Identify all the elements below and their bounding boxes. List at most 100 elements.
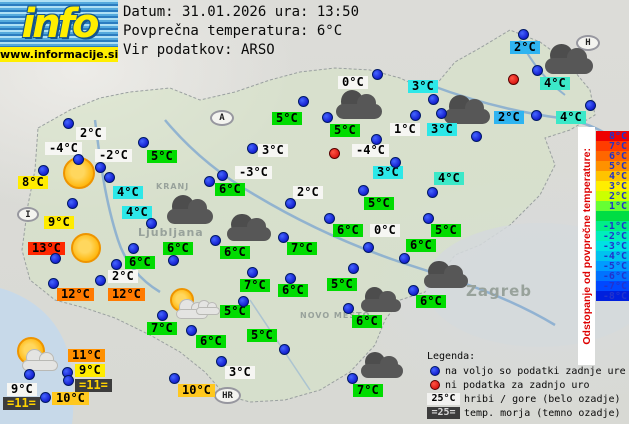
station-temp-label: 9°C [44, 216, 74, 229]
station-dot-blue [298, 96, 309, 107]
station-temp-label: -4°C [45, 142, 82, 155]
country-sign: I [17, 207, 39, 222]
station-temp-label: 3°C [408, 80, 438, 93]
legend-item: =25= temp. morja (temno ozadje) [427, 406, 626, 420]
legend-title: Legenda: [427, 351, 476, 362]
station-dot-blue [95, 275, 106, 286]
scale-band: 2°C [596, 191, 629, 202]
station-dot-blue [186, 325, 197, 336]
station-temp-label: 6°C [163, 242, 193, 255]
station-temp-label: 3°C [225, 366, 255, 379]
cloud-icon [22, 349, 58, 371]
station-dot-blue [169, 373, 180, 384]
scale-band: -1°C [596, 221, 629, 232]
station-dot-blue [168, 255, 179, 266]
station-temp-label: 5°C [220, 305, 250, 318]
station-dot-blue [38, 165, 49, 176]
station-temp-label: 0°C [338, 76, 368, 89]
station-temp-label: 4°C [540, 77, 570, 90]
station-dot-blue [50, 253, 61, 264]
cloud-icon [167, 195, 213, 224]
station-temp-label: 5°C [431, 224, 461, 237]
station-temp-label: 5°C [272, 112, 302, 125]
station-temp-label: 7°C [353, 384, 383, 397]
scale-title-strip: Odstopanje od povprečne temperature: [578, 127, 595, 365]
station-dot-blue [238, 296, 249, 307]
station-temp-label: 12°C [108, 288, 145, 301]
station-dot-blue [427, 187, 438, 198]
logo-background: info [0, 0, 118, 47]
station-temp-label: -3°C [235, 166, 272, 179]
station-dot-blue [63, 118, 74, 129]
scale-band: -6°C [596, 271, 629, 282]
station-temp-label: 7°C [147, 322, 177, 335]
legend-item: na voljo so podatki zadnje ure [427, 364, 626, 378]
cloud-icon [444, 95, 490, 124]
station-temp-label: 1°C [390, 123, 420, 136]
station-temp-label: 5°C [327, 278, 357, 291]
station-dot-blue [138, 137, 149, 148]
station-temp-label: 10°C [52, 392, 89, 405]
station-temp-label: 5°C [147, 150, 177, 163]
station-dot-blue [128, 243, 139, 254]
station-dot-blue [104, 172, 115, 183]
cloud-icon [361, 352, 403, 378]
station-dot-blue [324, 213, 335, 224]
cloud-icon [424, 261, 468, 288]
station-dot-blue [408, 285, 419, 296]
station-dot-blue [285, 273, 296, 284]
station-dot-blue [40, 392, 51, 403]
scale-band [596, 211, 629, 221]
scale-band: -7°C [596, 281, 629, 292]
station-dot-blue [146, 218, 157, 229]
site-logo: info www.informacije.si [0, 0, 118, 62]
station-temp-label: 6°C [215, 183, 245, 196]
station-temp-label: 10°C [178, 384, 215, 397]
legend-item: ni podatka za zadnjo uro [427, 378, 626, 392]
station-dot-blue [410, 110, 421, 121]
website-link[interactable]: www.informacije.si [0, 47, 119, 62]
station-dot-blue [24, 369, 35, 380]
station-temp-label: =11= [75, 379, 112, 392]
station-temp-label: 3°C [373, 166, 403, 179]
scale-band: -5°C [596, 261, 629, 272]
station-dot-blue [348, 263, 359, 274]
country-sign: H [576, 35, 600, 51]
box-dark-icon: =25= [427, 407, 460, 419]
scale-band: 8°C [596, 131, 629, 142]
station-dot-blue [423, 213, 434, 224]
station-temp-label: 6°C [333, 224, 363, 237]
station-dot-blue [585, 100, 596, 111]
scale-band: 7°C [596, 141, 629, 152]
dot-blue-icon [430, 366, 440, 376]
station-dot-blue [436, 108, 447, 119]
station-dot-blue [428, 94, 439, 105]
cloud-icon [336, 90, 382, 119]
cloud-icon [227, 214, 271, 241]
station-temp-label: 7°C [287, 242, 317, 255]
station-temp-label: 6°C [220, 246, 250, 259]
station-temp-label: -2°C [95, 149, 132, 162]
station-temp-label: 3°C [258, 144, 288, 157]
logo-brand-text: info [21, 0, 99, 47]
station-dot-blue [210, 235, 221, 246]
country-sign: A [210, 110, 234, 126]
header-date-line: Datum: 31.01.2026 ura: 13:50 [123, 4, 360, 20]
sun-icon [71, 233, 101, 263]
cloud-icon [361, 287, 401, 312]
station-dot-blue [204, 176, 215, 187]
station-temp-label: 6°C [352, 315, 382, 328]
station-dot-blue [372, 69, 383, 80]
station-temp-label: 2°C [293, 186, 323, 199]
station-dot-blue [157, 310, 168, 321]
station-temp-label: 2°C [76, 127, 106, 140]
station-temp-label: 4°C [556, 111, 586, 124]
station-dot-blue [399, 253, 410, 264]
station-temp-label: 6°C [196, 335, 226, 348]
scale-band: -2°C [596, 231, 629, 242]
scale-band: 6°C [596, 151, 629, 162]
station-dot-blue [390, 157, 401, 168]
station-temp-label: 4°C [113, 186, 143, 199]
station-temp-label: 2°C [510, 41, 540, 54]
station-dot-blue [247, 267, 258, 278]
